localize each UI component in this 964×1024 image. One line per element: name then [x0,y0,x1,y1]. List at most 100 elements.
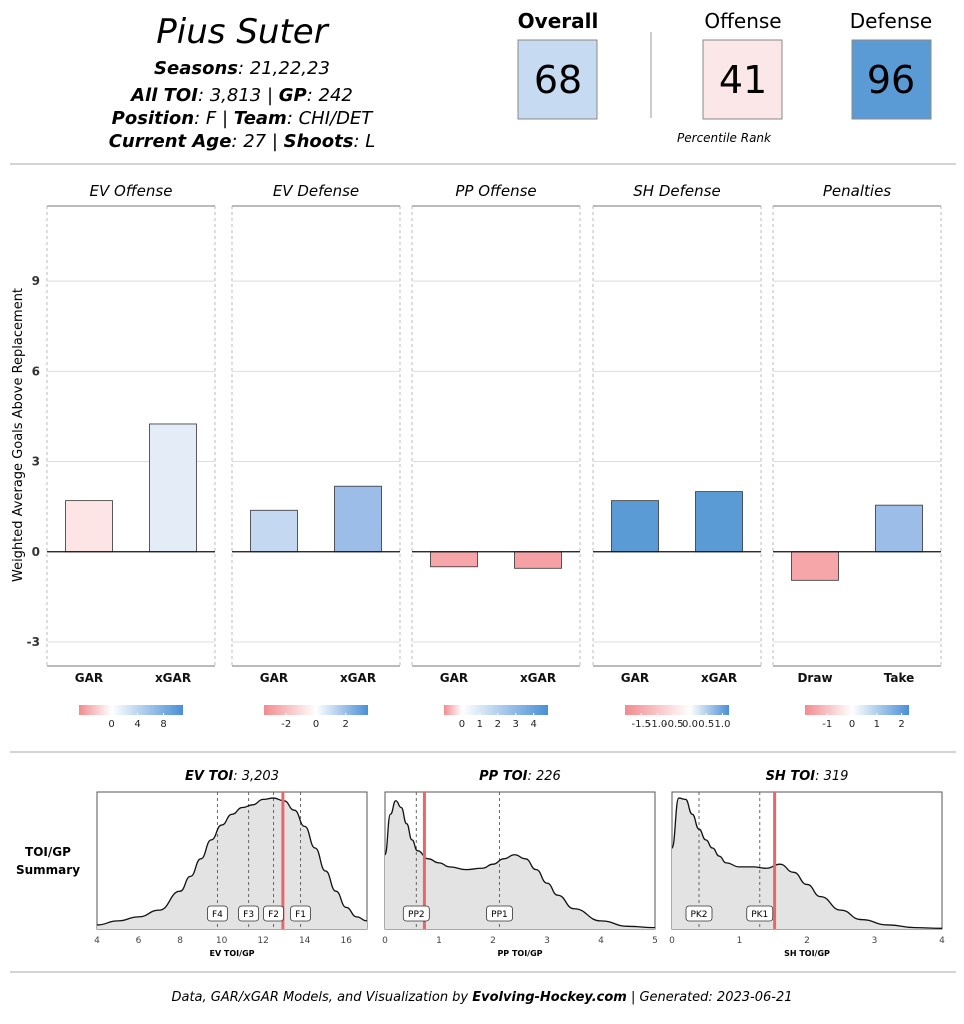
density-title: SH TOI: 319 [766,769,849,784]
x-tick-label: 3 [872,936,878,946]
line-marker-badge [746,905,774,922]
legend-colorbar [79,705,183,715]
line-marker-badge [207,905,228,922]
panel-title: EV Offense [90,182,173,200]
bar [514,551,562,569]
density-title: EV TOI: 3,203 [185,769,279,784]
category-label: Draw [797,671,832,685]
density-x-label: EV TOI/GP [209,949,254,958]
y-tick-label: 9 [32,274,40,288]
density-area [385,800,655,929]
line-marker-label: F2 [268,910,279,920]
line-marker-badge [290,905,311,922]
overall-label: Overall [518,9,599,33]
bar-panel: EV Offense GAR xGAR 0 4 8 [46,182,216,730]
legend-tick-label: 0 [108,719,114,730]
legend-tick-label: 2 [898,719,904,730]
bar [430,551,478,568]
panel-title: Penalties [823,182,891,200]
toi-label: All TOI [129,85,198,106]
defense-score-box [851,39,932,120]
bar-panel: SH Defense GAR xGAR -1.5-1.0-0.50.0 0.5 1.0 [592,182,762,730]
x-tick-label: 0 [382,936,388,946]
legend-tick-label: 3 [513,719,519,730]
line-marker-badge [402,905,430,922]
panel-title: SH Defense [633,182,720,200]
x-tick-label: 1 [436,936,442,946]
offense-score-value: 41 [719,58,767,102]
legend-tick-label: -1.0 [648,719,668,730]
panel-title: PP Offense [455,182,536,200]
legend-tick-label: 1.0 [715,719,731,730]
toi-summary: TOI/GP Summary EV TOI: 3,203 F4 F3 F2 F1 4 6 8 1… [16,769,945,958]
team-value: : CHI/DET [287,108,374,129]
bar [149,423,197,553]
y-tick-label: -3 [27,635,40,649]
offense-score-box [702,39,783,120]
y-tick-label: 6 [32,364,40,378]
toi-value: : 3,813 | [198,85,279,106]
x-tick-label: 12 [257,936,268,946]
shoots-value: : L [353,131,375,152]
line-marker-label: F3 [243,910,254,920]
shoots-label: Shoots [284,131,354,152]
legend-tick-label: 0.0 [682,719,698,730]
footer-site: Evolving-Hockey.com [472,990,627,1005]
category-label: GAR [440,671,468,685]
category-label: xGAR [340,671,376,685]
bar [875,504,923,553]
x-tick-label: 8 [177,936,183,946]
density-curve [671,797,943,929]
bar [791,551,839,581]
line-marker-badge [486,905,513,922]
x-tick-label: 2 [804,936,810,946]
legend-colorbar [625,705,729,715]
legend-colorbar [805,705,909,715]
legend-tick-label: 2 [495,719,501,730]
team-label: Team [234,108,287,129]
gar-bar-chart: Weighted Average Goals Above Replacement… [11,182,942,730]
y-axis-ticks: -3 0 3 6 9 [27,274,40,649]
age-line: Current Age: 27 | Shoots: L [109,131,376,152]
legend-tick-label: 0 [459,719,465,730]
toi-summary-label-1: TOI/GP [25,845,71,859]
x-tick-label: 4 [939,936,945,946]
line-marker-badge [263,905,284,922]
density-panel: PP TOI: 226 PP2 PP1 0 1 2 3 4 5 PP TOI/GP [382,769,658,958]
density-x-label: PP TOI/GP [497,949,542,958]
density-title-value: : 319 [815,769,848,784]
position-label: Position [112,108,194,129]
legend-tick-label: -1.5 [631,719,651,730]
bar-panel: Penalties Draw Take -1 0 1 2 [772,182,942,730]
legend-tick-label: 0 [849,719,855,730]
x-tick-label: 2 [490,936,496,946]
line-marker-badge [238,905,260,922]
line-marker-label: PK1 [751,910,768,920]
density-title-label: PP TOI [479,769,528,784]
legend-tick-label: -0.5 [664,719,684,730]
category-label: Take [884,671,915,685]
legend-tick-label: 1 [874,719,880,730]
overall-score-box [517,39,598,120]
category-label: GAR [75,671,103,685]
line-marker-label: PP2 [408,910,425,920]
bar [695,491,743,553]
density-panel: SH TOI: 319 PK2 PK1 0 1 2 3 4 SH TOI/GP [669,769,945,958]
line-marker-label: F1 [295,910,306,920]
density-area [97,798,367,929]
legend-tick-label: 8 [160,719,166,730]
x-tick-label: 6 [136,936,142,946]
player-name: Pius Suter [156,12,329,52]
x-tick-label: 3 [544,936,550,946]
x-tick-label: 5 [652,936,658,946]
line-marker-label: PP1 [491,910,508,920]
category-label: xGAR [155,671,191,685]
x-tick-label: 1 [737,936,743,946]
category-label: xGAR [701,671,737,685]
category-label: GAR [621,671,649,685]
y-tick-label: 3 [32,455,40,469]
overall-score-value: 68 [534,58,582,102]
category-label: xGAR [520,671,556,685]
